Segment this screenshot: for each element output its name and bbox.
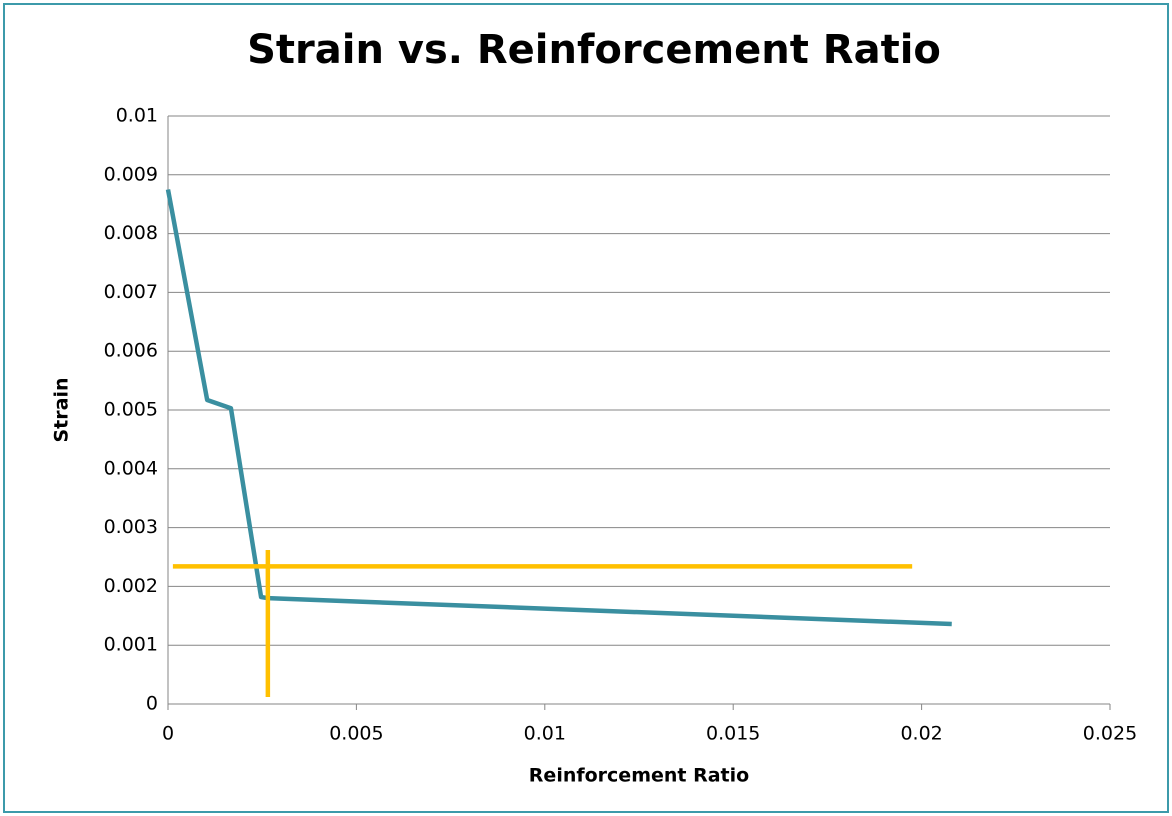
- y-tick-label: 0: [146, 693, 158, 715]
- x-axis-title: Reinforcement Ratio: [529, 765, 749, 787]
- y-tick-label: 0.008: [104, 222, 158, 244]
- chart-frame: [3, 3, 1169, 813]
- y-tick-label: 0.005: [104, 399, 158, 421]
- x-tick-label: 0: [162, 723, 174, 745]
- y-tick-label: 0.006: [104, 340, 158, 362]
- x-tick-label: 0.01: [524, 723, 566, 745]
- y-tick-label: 0.009: [104, 163, 158, 185]
- y-tick-label: 0.001: [104, 634, 158, 656]
- y-tick-label: 0.002: [104, 575, 158, 597]
- x-tick-label: 0.02: [900, 723, 942, 745]
- y-tick-label: 0.01: [116, 105, 158, 127]
- y-tick-label: 0.004: [104, 457, 158, 479]
- x-tick-label: 0.015: [706, 723, 760, 745]
- x-tick-label: 0.025: [1083, 723, 1137, 745]
- y-tick-label: 0.007: [104, 281, 158, 303]
- y-tick-label: 0.003: [104, 516, 158, 538]
- y-axis-title: Strain: [51, 378, 73, 443]
- chart-title: Strain vs. Reinforcement Ratio: [247, 27, 941, 73]
- line-series: [165, 189, 952, 627]
- x-tick-label: 0.005: [329, 723, 383, 745]
